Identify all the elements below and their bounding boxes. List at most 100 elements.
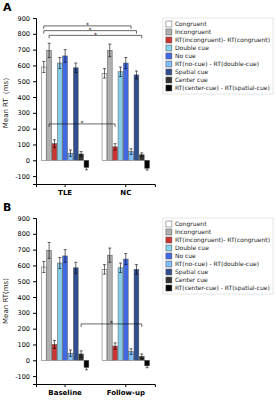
tick: 200 xyxy=(18,125,36,133)
significance-label: * xyxy=(81,119,84,126)
bar xyxy=(57,263,62,360)
error-bar-cap xyxy=(119,263,122,264)
error-bar-stem xyxy=(120,67,121,76)
error-bar-cap xyxy=(58,268,61,269)
tick-mark xyxy=(33,265,36,266)
legend-item: No cue xyxy=(166,52,196,59)
series xyxy=(73,262,138,360)
error-bar-cap xyxy=(108,248,111,249)
error-bar-stem xyxy=(86,165,87,170)
error-bar-stem xyxy=(147,364,148,368)
bar xyxy=(41,267,46,360)
tick-label: 0 xyxy=(26,157,30,165)
error-bar-cap xyxy=(74,273,77,274)
legend-item: Spatial cue xyxy=(166,268,209,276)
error-bar-cap xyxy=(135,274,138,275)
error-bar-cap xyxy=(53,348,56,349)
error-bar-stem xyxy=(104,69,105,78)
error-bar-cap xyxy=(64,249,67,250)
tick-label: 700 xyxy=(18,246,30,254)
error-bar-cap xyxy=(42,261,45,262)
error-bar-stem xyxy=(131,149,132,155)
error-bar-cap xyxy=(140,358,143,359)
legend-label: RT(incongruent)- RT(congruent) xyxy=(175,36,270,44)
error-bar xyxy=(135,265,138,274)
error-bar-cap xyxy=(58,57,61,58)
error-bar-cap xyxy=(124,264,127,265)
series xyxy=(63,50,128,161)
significance-label: * xyxy=(110,319,113,326)
error-bar-cap xyxy=(42,272,45,273)
tick: 0 xyxy=(26,157,36,165)
tick: 900 xyxy=(18,15,36,23)
error-bar-cap xyxy=(64,62,67,63)
error-bar-cap xyxy=(42,72,45,73)
tick: 800 xyxy=(18,30,36,38)
tick-label: 400 xyxy=(18,94,30,102)
tick-label: 500 xyxy=(18,78,30,86)
legend-swatch xyxy=(166,37,172,43)
error-bar xyxy=(124,254,127,265)
tick: 700 xyxy=(18,46,36,54)
axis-domain xyxy=(33,19,37,185)
error-bar-cap xyxy=(140,353,143,354)
error-bar-stem xyxy=(43,61,44,72)
error-bar-cap xyxy=(69,150,72,151)
tick-mark xyxy=(65,384,66,387)
tick-mark xyxy=(33,144,36,145)
error-bar xyxy=(69,150,72,156)
error-bar-cap xyxy=(119,272,122,273)
error-bar-cap xyxy=(69,156,72,157)
tick-label: TLE xyxy=(58,189,72,197)
bar xyxy=(102,73,107,160)
error-bar xyxy=(119,67,122,76)
error-bar xyxy=(108,248,111,262)
legend-swatch xyxy=(166,269,172,275)
error-bar xyxy=(64,50,67,63)
error-bar-cap xyxy=(74,72,77,73)
tick-mark xyxy=(33,160,36,161)
error-bar-cap xyxy=(114,150,117,151)
error-bar-stem xyxy=(75,63,76,72)
error-bar xyxy=(114,144,117,150)
tick-mark xyxy=(33,329,36,330)
error-bar-cap xyxy=(48,242,51,243)
error-bar-stem xyxy=(141,153,142,157)
legend-item: Congruent xyxy=(166,20,207,28)
error-bar xyxy=(74,63,77,72)
legend-swatch xyxy=(166,53,172,59)
tick: 600 xyxy=(18,262,36,270)
tick-mark xyxy=(125,384,126,387)
error-bar-stem xyxy=(141,354,142,359)
error-bar-cap xyxy=(130,348,133,349)
bar xyxy=(118,72,123,161)
tick-mark xyxy=(33,234,36,235)
error-bar xyxy=(119,263,122,272)
error-bar-stem xyxy=(86,365,87,370)
legend-label: Center cue xyxy=(175,276,208,283)
annotations: * xyxy=(81,319,142,327)
legend-swatch xyxy=(166,221,172,227)
series xyxy=(84,160,149,170)
series xyxy=(47,243,112,361)
error-bar-cap xyxy=(146,170,149,171)
tick: 300 xyxy=(18,109,36,117)
tick-label: 900 xyxy=(18,215,30,223)
error-bar-cap xyxy=(64,262,67,263)
tick: 600 xyxy=(18,62,36,70)
tick: -100 xyxy=(15,173,36,181)
bar xyxy=(123,63,128,160)
tick-label: 100 xyxy=(18,341,30,349)
tick-label: 700 xyxy=(18,46,30,54)
legend-item: Spatial cue xyxy=(166,68,209,76)
tick-label: 500 xyxy=(18,278,30,286)
x-axis: TLENC xyxy=(37,184,156,197)
error-bar xyxy=(140,153,143,157)
error-bar-stem xyxy=(59,258,60,269)
tick-mark xyxy=(33,344,36,345)
error-bar-cap xyxy=(69,356,72,357)
error-bar-stem xyxy=(65,50,66,63)
y-axis: -1000100200300400500600700800900 xyxy=(15,215,36,385)
error-bar xyxy=(58,258,61,269)
bar xyxy=(123,259,128,360)
